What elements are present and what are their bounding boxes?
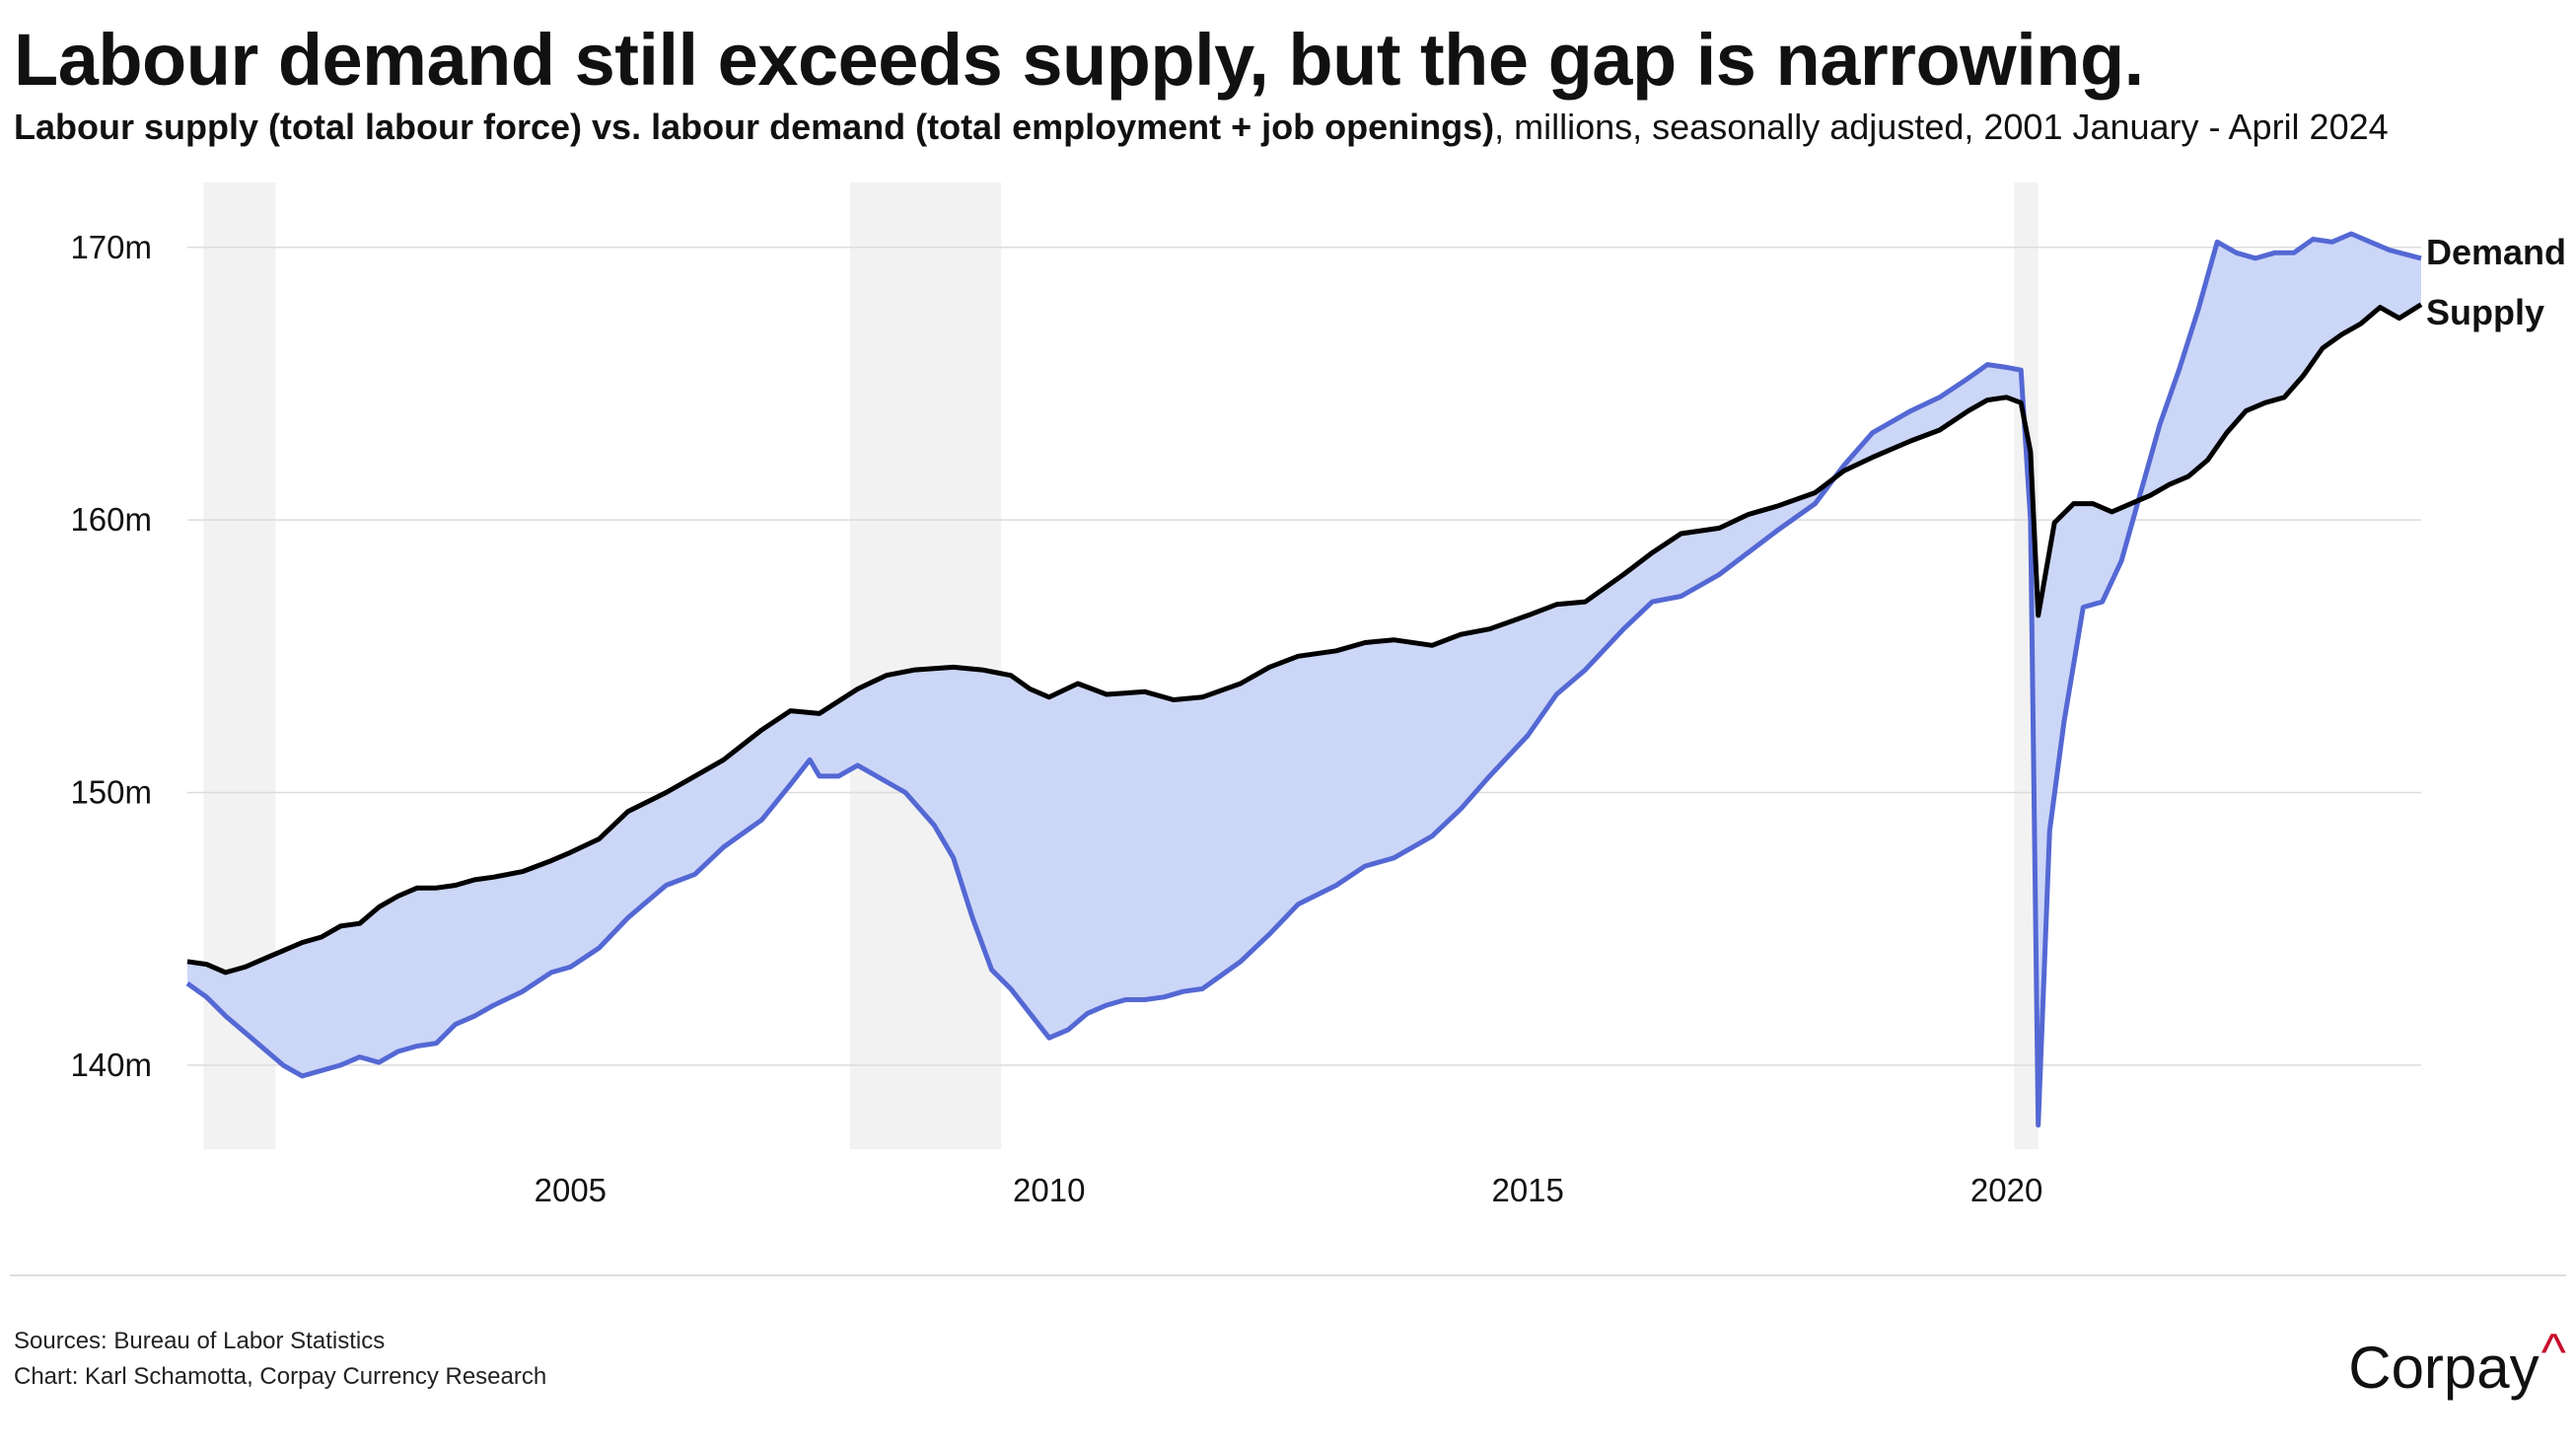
y-tick-label: 140m <box>70 1047 152 1083</box>
chart-subtitle: Labour supply (total labour force) vs. l… <box>14 107 2389 148</box>
x-tick-label: 2020 <box>1970 1172 2042 1208</box>
labour-chart: 140m 150m 160m 170m 2005 2010 2015 2020 Demand… <box>70 182 2566 1208</box>
subtitle-rest-part: , millions, seasonally adjusted, 2001 Ja… <box>1494 107 2389 147</box>
credit-text: Chart: Karl Schamotta, Corpay Currency R… <box>14 1363 547 1390</box>
x-tick-label: 2010 <box>1013 1172 1085 1208</box>
x-axis-ticks: 2005 2010 2015 2020 <box>535 1172 2043 1208</box>
recession-shading <box>203 182 2039 1149</box>
demand-label: Demand <box>2426 232 2566 272</box>
logo-wordmark: Corpay <box>2348 1335 2540 1401</box>
supply-label: Supply <box>2426 292 2544 332</box>
recession-band <box>849 182 1002 1149</box>
footer-divider <box>10 1274 2566 1276</box>
corpay-logo: Corpay^ <box>2348 1322 2566 1402</box>
gap-area <box>187 234 2421 1125</box>
y-tick-label: 160m <box>70 501 152 538</box>
demand-line <box>185 231 2422 1128</box>
x-tick-label: 2005 <box>535 1172 607 1208</box>
logo-caret: ^ <box>2540 1323 2566 1382</box>
subtitle-bold-part: Labour supply (total labour force) vs. l… <box>14 107 1495 147</box>
sources-text: Sources: Bureau of Labor Statistics <box>14 1328 386 1354</box>
supply-line <box>186 302 2423 976</box>
y-tick-label: 150m <box>70 774 152 811</box>
x-tick-label: 2015 <box>1491 1172 1563 1208</box>
gridlines <box>187 247 2421 1066</box>
y-tick-label: 170m <box>70 229 152 265</box>
chart-title: Labour demand still exceeds supply, but … <box>14 19 2144 101</box>
y-axis-ticks: 140m 150m 160m 170m <box>70 229 152 1083</box>
